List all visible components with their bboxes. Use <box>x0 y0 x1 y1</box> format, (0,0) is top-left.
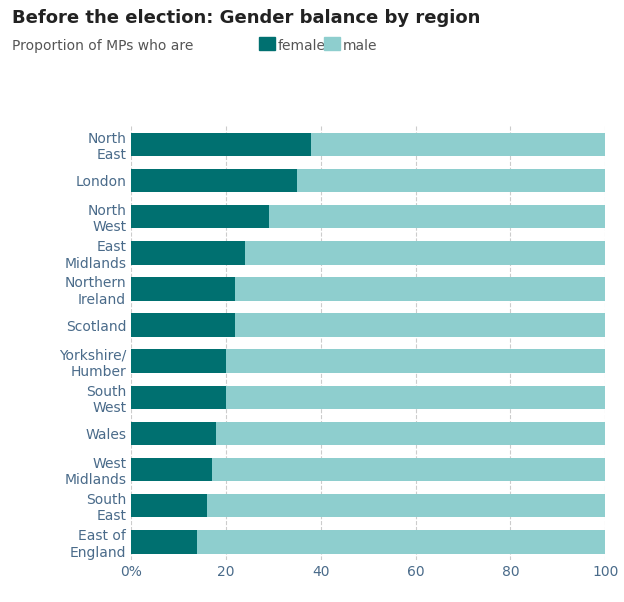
Bar <box>131 421 217 445</box>
Bar <box>131 169 605 193</box>
Bar <box>131 241 605 265</box>
Bar <box>131 133 311 157</box>
Bar <box>131 494 207 518</box>
Bar <box>131 277 235 301</box>
Bar <box>131 133 605 157</box>
Bar <box>131 169 297 193</box>
Bar <box>131 386 226 409</box>
Bar <box>131 386 605 409</box>
Bar <box>131 458 605 482</box>
Bar <box>131 349 605 373</box>
Bar <box>131 494 605 518</box>
Text: Before the election: Gender balance by region: Before the election: Gender balance by r… <box>12 9 481 27</box>
Bar <box>131 530 605 554</box>
Bar <box>131 530 197 554</box>
Bar <box>131 313 605 337</box>
Bar <box>131 313 235 337</box>
Bar <box>131 241 245 265</box>
Text: Proportion of MPs who are: Proportion of MPs who are <box>12 39 203 53</box>
Bar <box>131 205 605 229</box>
Bar <box>131 277 605 301</box>
Text: female: female <box>278 39 326 53</box>
Bar <box>131 349 226 373</box>
Bar <box>131 205 268 229</box>
Bar <box>131 421 605 445</box>
Text: male: male <box>343 39 378 53</box>
Bar <box>131 458 212 482</box>
